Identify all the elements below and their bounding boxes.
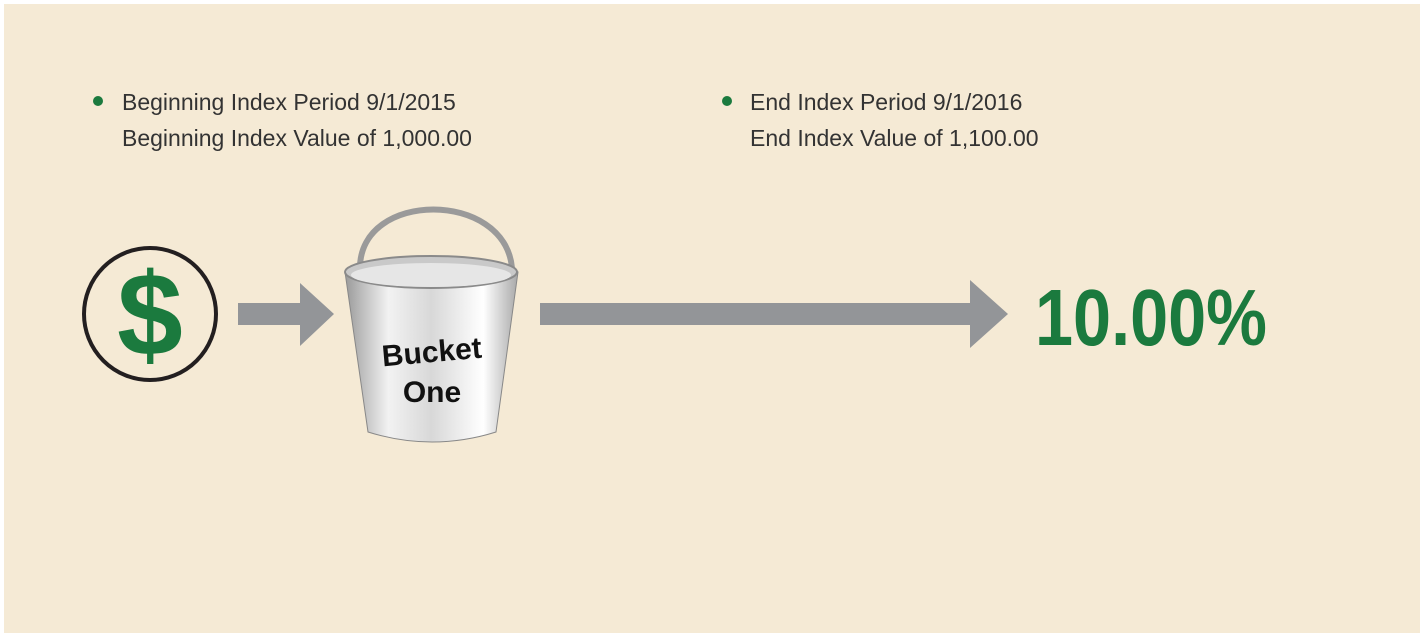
note-line: End Index Period 9/1/2016 — [750, 89, 1022, 115]
note-line: Beginning Index Period 9/1/2015 — [122, 89, 456, 115]
result: 10.00% — [1035, 273, 1267, 362]
note-line: Beginning Index Value of 1,000.00 — [122, 125, 472, 151]
bullet — [93, 96, 103, 106]
note-line: End Index Value of 1,100.00 — [750, 125, 1039, 151]
dollar-sign: $ — [117, 249, 183, 381]
bullet — [722, 96, 732, 106]
bucket-label: One — [403, 376, 461, 409]
diagram: Beginning Index Period 9/1/2015 Beginnin… — [0, 0, 1424, 637]
